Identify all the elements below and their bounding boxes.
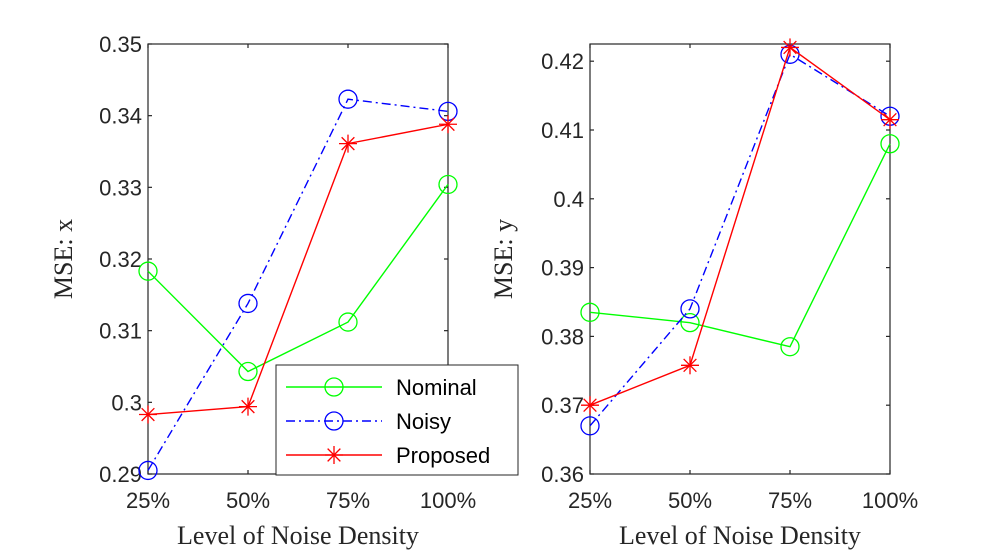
y-tick-label: 0.32 — [99, 247, 142, 272]
x-tick-label: 100% — [862, 488, 918, 513]
y-tick-label: 0.4 — [553, 187, 584, 212]
y-tick-label: 0.31 — [99, 319, 142, 344]
legend-marker-noisy — [324, 411, 344, 431]
x-axis-label: Level of Noise Density — [619, 521, 861, 550]
y-tick-label: 0.36 — [541, 462, 584, 487]
data-point-noisy — [238, 293, 258, 314]
legend-label: Proposed — [396, 443, 490, 468]
chart-mse-y: 0.36 0.37 0.38 0.39 0.4 0.41 0.42 25% 50% 75% 100%… — [489, 38, 918, 550]
x-tick-label: 50% — [226, 488, 270, 513]
y-tick-label: 0.29 — [99, 462, 142, 487]
legend-label: Noisy — [396, 409, 451, 434]
data-point-proposed — [881, 110, 899, 129]
data-point-nominal — [680, 312, 700, 333]
series-line-noisy — [147, 98, 449, 471]
data-point-noisy — [680, 299, 700, 319]
x-tick-label: 100% — [420, 488, 476, 513]
data-point-nominal — [138, 261, 158, 281]
legend: Nominal Noisy Proposed — [275, 364, 519, 476]
data-point-noisy — [580, 416, 600, 436]
data-point-proposed — [339, 134, 357, 153]
x-axis-label: Level of Noise Density — [177, 521, 419, 550]
series-line-nominal — [589, 143, 891, 348]
y-tick-label: 0.38 — [541, 324, 584, 349]
series-line-proposed — [147, 123, 449, 416]
axes-box — [589, 43, 891, 475]
legend-marker-proposed — [325, 446, 343, 464]
y-axis-label: MSE: y — [489, 219, 518, 299]
x-tick-label: 50% — [668, 488, 712, 513]
data-point-proposed — [581, 396, 599, 415]
data-point-proposed — [139, 405, 157, 424]
x-tick-label: 75% — [326, 488, 370, 513]
data-point-nominal — [780, 337, 800, 357]
series-line-proposed — [589, 46, 891, 406]
data-point-noisy — [338, 89, 358, 109]
series-line-noisy — [589, 53, 891, 427]
data-point-nominal — [580, 302, 600, 322]
legend-marker-nominal — [324, 377, 344, 397]
y-axis-label: MSE: x — [49, 219, 78, 299]
data-point-noisy — [138, 460, 158, 481]
legend-box — [275, 364, 519, 476]
x-tick-label: 25% — [126, 488, 170, 513]
data-point-nominal — [880, 134, 900, 154]
legend-item-proposed: Proposed — [286, 443, 490, 468]
data-point-proposed — [439, 115, 457, 134]
y-tick-label: 0.39 — [541, 256, 584, 281]
y-tick-label: 0.35 — [99, 32, 142, 57]
y-tick-label: 0.37 — [541, 393, 584, 418]
data-point-nominal — [238, 361, 258, 382]
data-point-proposed — [781, 38, 799, 57]
legend-item-noisy: Noisy — [286, 409, 451, 434]
legend-label: Nominal — [396, 375, 477, 400]
y-tick-label: 0.41 — [541, 118, 584, 143]
x-tick-label: 75% — [768, 488, 812, 513]
y-tick-label: 0.33 — [99, 175, 142, 200]
y-tick-label: 0.42 — [541, 49, 584, 74]
x-tick-label: 25% — [568, 488, 612, 513]
y-tick-label: 0.3 — [111, 390, 142, 415]
data-point-nominal — [438, 174, 458, 195]
chart-mse-x: 0.29 0.3 0.31 0.32 0.33 0.34 0.35 25% 50% 75% 100%… — [49, 32, 476, 550]
data-point-nominal — [338, 312, 358, 332]
y-tick-label: 0.34 — [99, 104, 142, 129]
legend-item-nominal: Nominal — [286, 375, 477, 400]
series-line-nominal — [147, 184, 449, 373]
data-point-proposed — [239, 397, 257, 416]
data-point-proposed — [681, 356, 699, 375]
